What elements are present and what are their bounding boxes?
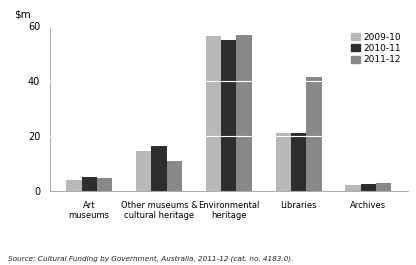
Bar (136, 151, 151, 191)
Bar (306, 77, 322, 191)
Bar (221, 40, 236, 191)
Bar (376, 183, 391, 191)
Bar (167, 161, 182, 191)
Bar (291, 133, 306, 191)
Bar (361, 184, 376, 191)
Bar (275, 133, 291, 191)
Bar (66, 180, 82, 191)
Bar (206, 36, 221, 191)
Bar (82, 177, 97, 191)
Bar (345, 185, 361, 191)
Bar (151, 146, 167, 191)
Bar (236, 35, 252, 191)
Legend: 2009-10, 2010-11, 2011-12: 2009-10, 2010-11, 2011-12 (349, 31, 403, 66)
Bar (97, 179, 112, 191)
Text: Source: Cultural Funding by Government, Australia, 2011-12 (cat. no. 4183.0).: Source: Cultural Funding by Government, … (8, 256, 294, 262)
Text: $m: $m (14, 10, 31, 20)
